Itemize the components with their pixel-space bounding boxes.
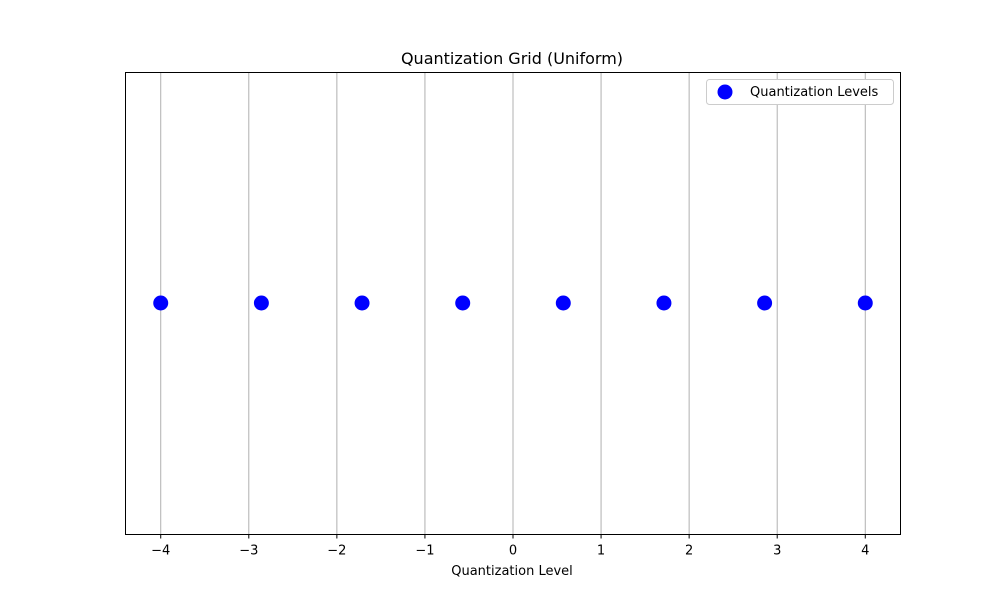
- data-point: [656, 295, 672, 311]
- legend-label: Quantization Levels: [750, 85, 879, 100]
- x-tick-label: 1: [597, 544, 605, 559]
- data-point: [354, 295, 370, 311]
- x-tick-label: −3: [239, 544, 258, 559]
- legend: Quantization Levels: [706, 79, 894, 105]
- data-points: [153, 295, 873, 311]
- legend-marker: [717, 84, 733, 100]
- legend-box: [706, 79, 894, 105]
- x-tick-label: −2: [327, 544, 346, 559]
- data-point: [153, 295, 169, 311]
- data-point: [857, 295, 873, 311]
- data-point: [555, 295, 571, 311]
- x-axis-label: Quantization Level: [451, 564, 573, 579]
- x-tick-label: 2: [685, 544, 693, 559]
- data-point: [455, 295, 471, 311]
- x-axis-ticks: −4 −3 −2 −1 0 1 2 3 4: [151, 534, 869, 559]
- x-tick-label: −1: [415, 544, 434, 559]
- chart-title: Quantization Grid (Uniform): [401, 49, 623, 68]
- data-point: [757, 295, 773, 311]
- x-tick-label: 0: [509, 544, 517, 559]
- x-tick-label: 4: [861, 544, 869, 559]
- x-tick-label: −4: [151, 544, 170, 559]
- data-point: [253, 295, 269, 311]
- x-tick-label: 3: [773, 544, 781, 559]
